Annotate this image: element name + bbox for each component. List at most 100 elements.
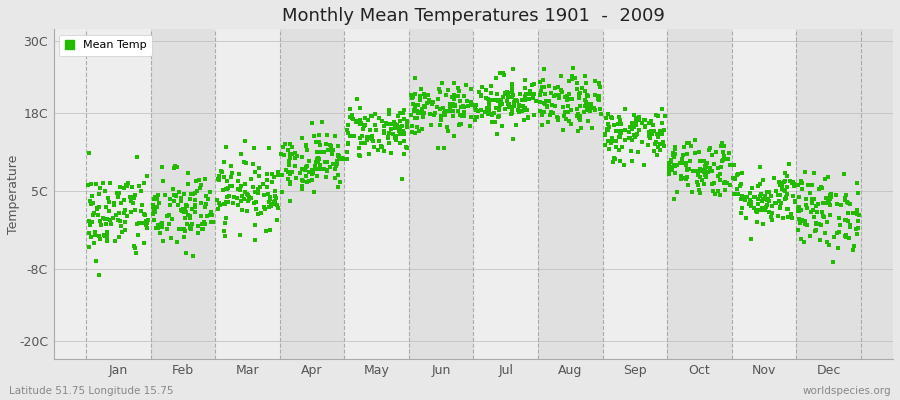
Point [128, 206, 142, 213]
Point [505, 105, 519, 112]
Point [512, 109, 526, 116]
Point [764, 192, 778, 199]
Point [413, 97, 428, 104]
Point [582, 108, 597, 114]
Point [377, 122, 392, 129]
Point [463, 123, 477, 130]
Point [527, 90, 542, 97]
Point [218, 220, 232, 226]
Point [446, 79, 461, 86]
Point [830, 230, 844, 236]
Point [84, 180, 98, 187]
Point [395, 176, 410, 182]
Point [578, 103, 592, 109]
Point [634, 139, 649, 145]
Point [225, 183, 239, 189]
Point [617, 162, 632, 168]
Point [122, 180, 136, 186]
Point [214, 168, 229, 174]
Point [411, 110, 426, 116]
Point [785, 215, 799, 221]
Point [220, 178, 235, 184]
Point [778, 195, 793, 201]
Point [239, 208, 254, 214]
Point [446, 133, 461, 140]
Point [501, 101, 516, 108]
Point [323, 147, 338, 154]
Point [252, 172, 266, 179]
Point [330, 160, 345, 167]
Point [99, 221, 113, 227]
Point [479, 87, 493, 93]
Point [582, 106, 597, 112]
Point [668, 146, 682, 152]
Point [103, 208, 117, 214]
Point [535, 112, 549, 118]
Point [820, 239, 834, 245]
Point [382, 120, 396, 127]
Point [130, 221, 145, 228]
Point [312, 139, 327, 146]
Point [442, 106, 456, 112]
Point [840, 199, 854, 205]
Point [376, 130, 391, 136]
Point [738, 193, 752, 200]
Point [842, 235, 857, 241]
Point [558, 109, 572, 115]
Point [232, 187, 247, 194]
Point [200, 213, 214, 220]
Point [202, 189, 217, 195]
Point [622, 134, 636, 141]
Point [850, 211, 864, 218]
Point [694, 167, 708, 173]
Point [300, 163, 314, 170]
Point [817, 214, 832, 220]
Point [147, 202, 161, 208]
Point [134, 208, 148, 214]
Point [392, 124, 406, 131]
Point [536, 66, 551, 72]
Point [685, 189, 699, 195]
Point [450, 93, 464, 99]
Point [733, 182, 747, 189]
Point [541, 119, 555, 125]
Point [711, 188, 725, 194]
Title: Monthly Mean Temperatures 1901  -  2009: Monthly Mean Temperatures 1901 - 2009 [282, 7, 665, 25]
Point [112, 210, 127, 216]
Point [624, 148, 638, 154]
Point [456, 104, 471, 110]
Point [583, 103, 598, 110]
Point [605, 134, 619, 141]
Point [109, 190, 123, 197]
Point [778, 188, 792, 195]
Point [657, 113, 671, 119]
Point [851, 212, 866, 219]
Point [147, 208, 161, 215]
Point [584, 101, 598, 107]
Point [443, 101, 457, 107]
Point [302, 169, 316, 175]
Point [405, 129, 419, 135]
Point [579, 80, 593, 86]
Point [340, 122, 355, 129]
Point [194, 182, 209, 188]
Point [592, 84, 607, 90]
Point [795, 180, 809, 186]
Point [505, 88, 519, 95]
Point [375, 144, 390, 150]
Point [92, 191, 106, 197]
Point [432, 86, 446, 92]
Point [780, 206, 795, 212]
Point [117, 219, 131, 225]
Point [344, 114, 358, 121]
Point [630, 130, 644, 137]
Point [166, 192, 181, 198]
Point [183, 225, 197, 231]
Point [509, 98, 524, 104]
Point [397, 131, 411, 137]
Point [256, 181, 270, 187]
Point [580, 92, 594, 99]
Point [782, 161, 796, 167]
Point [526, 81, 541, 87]
Point [824, 196, 838, 202]
